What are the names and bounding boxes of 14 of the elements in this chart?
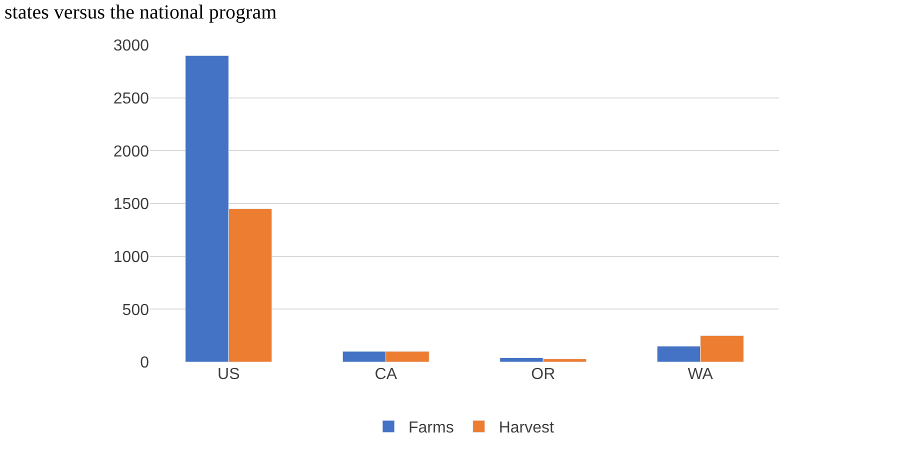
x-tick-label: CA [374, 366, 398, 383]
x-tick-label: US [218, 366, 240, 383]
y-tick-label: 1500 [113, 196, 150, 214]
legend-label: Farms [408, 420, 454, 437]
y-tick-label: 3000 [113, 38, 150, 55]
y-tick-label: 500 [122, 302, 150, 319]
legend-label: Harvest [498, 420, 555, 437]
y-tick-label: 2500 [113, 90, 150, 108]
x-tick-label: WA [688, 366, 714, 383]
y-tick-label: 1000 [113, 248, 150, 266]
y-tick-label: 0 [140, 354, 150, 372]
y-tick-label: 2000 [113, 143, 150, 160]
x-tick-label: OR [531, 366, 556, 383]
chart-title: states versus the national program [4, 2, 278, 24]
